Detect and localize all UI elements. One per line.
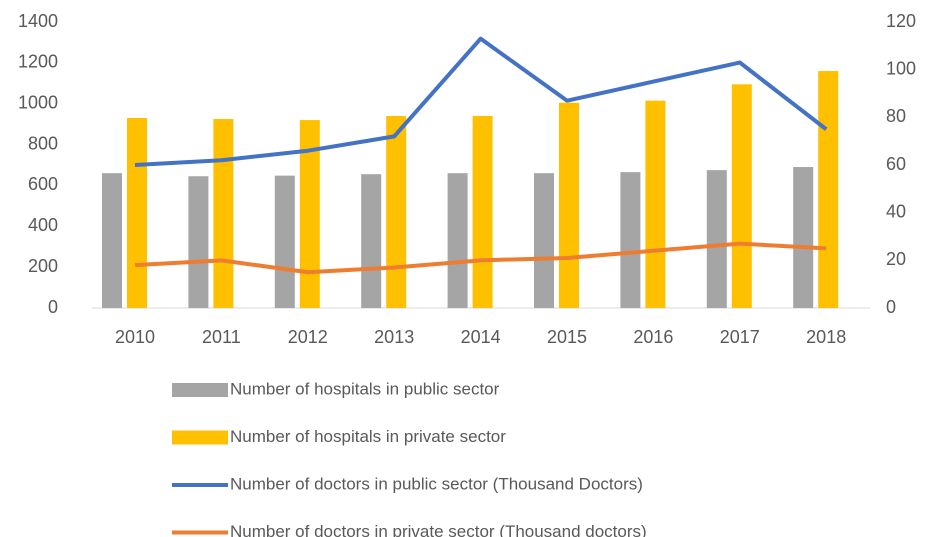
line bbox=[134, 36, 828, 167]
legend-label: Number of hospitals in private sector bbox=[230, 427, 506, 446]
bar bbox=[559, 102, 579, 308]
x-tick-label: 2017 bbox=[720, 327, 760, 347]
legend-label: Number of doctors in private sector (Tho… bbox=[230, 522, 647, 537]
x-tick-label: 2014 bbox=[461, 327, 501, 347]
line bbox=[134, 241, 827, 275]
bar bbox=[731, 84, 752, 308]
bar bbox=[386, 115, 407, 308]
bar bbox=[102, 173, 122, 308]
bar bbox=[472, 115, 493, 308]
y-tick-label: 0 bbox=[48, 297, 58, 317]
bar bbox=[706, 170, 727, 308]
y2-tick-label: 100 bbox=[886, 58, 916, 78]
legend-label: Number of doctors in public sector (Thou… bbox=[230, 474, 643, 493]
bar bbox=[620, 172, 641, 308]
y2-tick-label: 40 bbox=[886, 201, 906, 221]
bar bbox=[534, 173, 554, 308]
bar bbox=[188, 176, 209, 308]
y-tick-label: 800 bbox=[28, 133, 58, 153]
x-tick-label: 2013 bbox=[374, 327, 414, 347]
bar bbox=[818, 71, 839, 309]
bar bbox=[127, 118, 147, 308]
y-tick-label: 400 bbox=[28, 215, 58, 235]
bar bbox=[793, 167, 814, 308]
bar bbox=[274, 175, 295, 308]
bar bbox=[213, 119, 234, 309]
y2-tick-label: 20 bbox=[886, 249, 906, 269]
x-tick-label: 2012 bbox=[288, 327, 328, 347]
y2-tick-label: 80 bbox=[886, 106, 906, 126]
legend-swatch bbox=[172, 430, 228, 445]
y2-tick-label: 60 bbox=[886, 154, 906, 174]
x-tick-label: 2011 bbox=[202, 327, 241, 347]
bar bbox=[645, 100, 666, 309]
y2-tick-label: 120 bbox=[886, 11, 916, 31]
x-tick-label: 2016 bbox=[633, 327, 673, 347]
y-tick-label: 1000 bbox=[18, 92, 58, 112]
y-tick-label: 1400 bbox=[18, 11, 58, 31]
y-tick-label: 600 bbox=[28, 174, 58, 194]
bar bbox=[361, 174, 382, 308]
bar bbox=[447, 173, 468, 308]
x-tick-label: 2010 bbox=[115, 327, 155, 347]
y-tick-label: 200 bbox=[28, 256, 58, 276]
x-tick-label: 2018 bbox=[806, 327, 846, 347]
bar bbox=[299, 120, 320, 308]
y-tick-label: 1200 bbox=[18, 52, 58, 72]
legend-label: Number of hospitals in public sector bbox=[230, 379, 500, 398]
x-tick-label: 2015 bbox=[547, 327, 587, 347]
legend-swatch bbox=[172, 383, 228, 397]
y2-tick-label: 0 bbox=[886, 297, 896, 317]
